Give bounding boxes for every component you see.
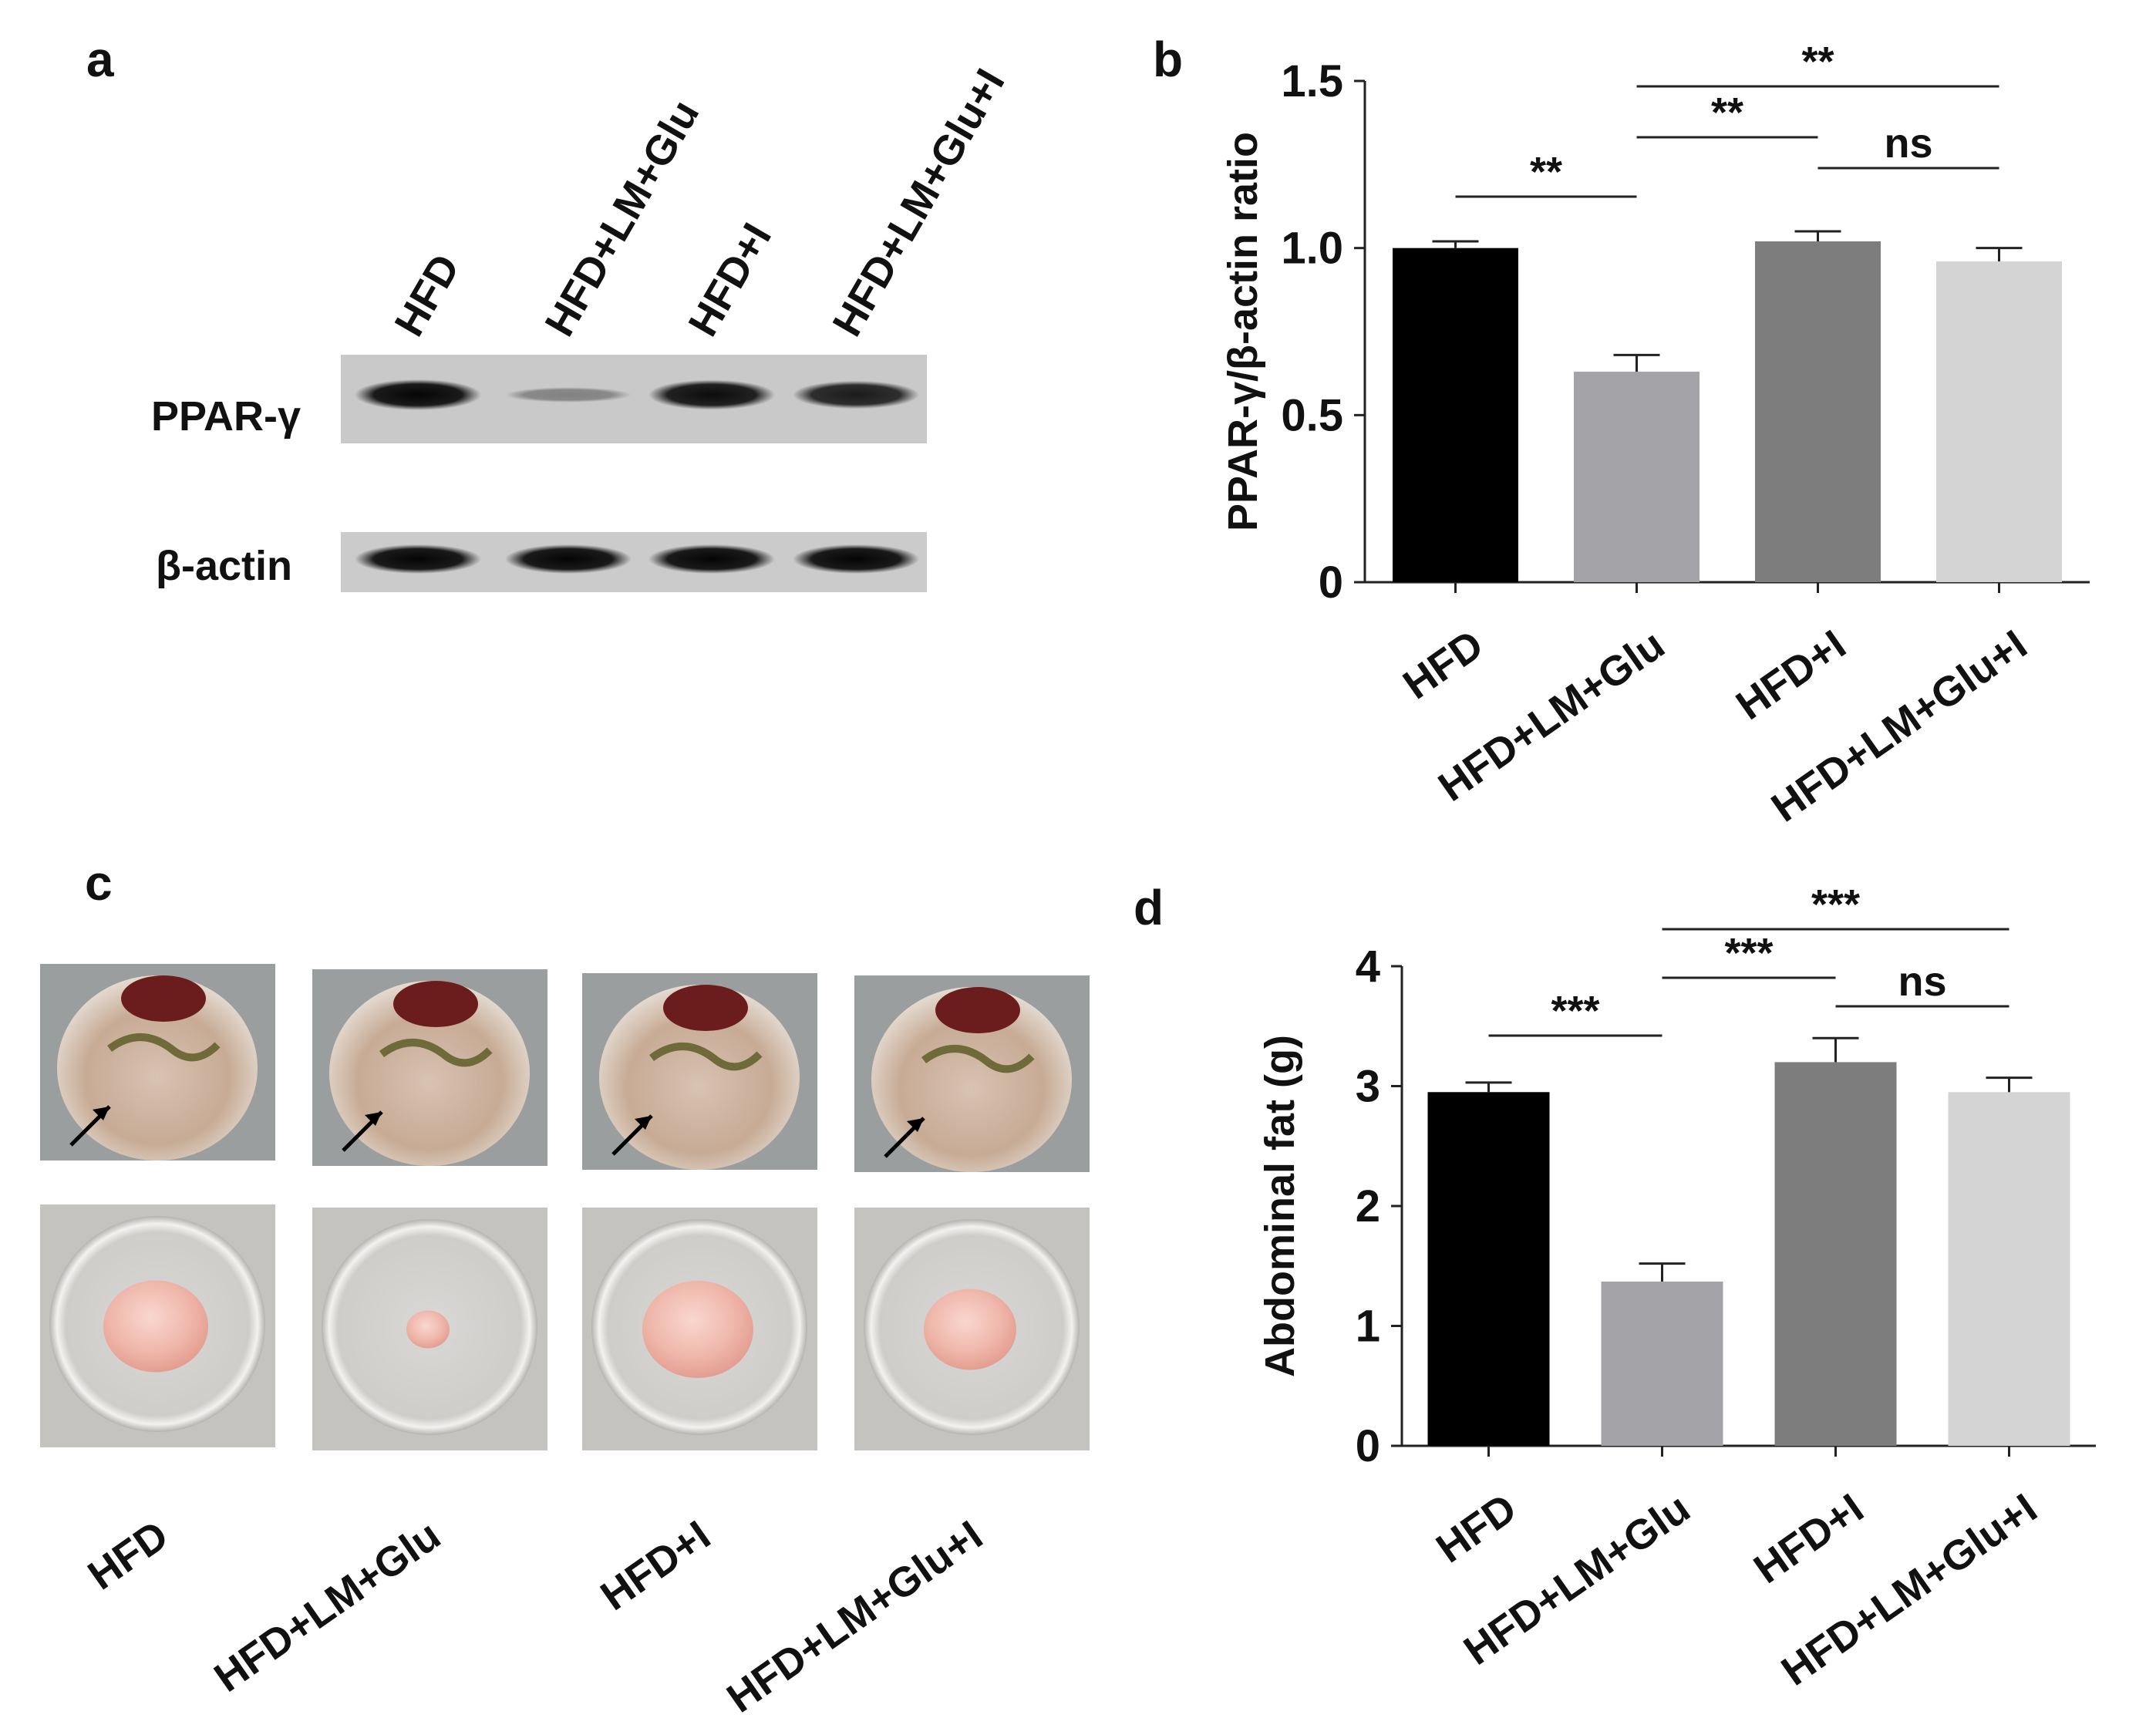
significance-label: ns <box>1884 120 1932 167</box>
group-label: HFD+LM+Glu <box>206 1512 449 1701</box>
lane-label: HFD+LM+Glu+I <box>824 62 1013 344</box>
intestine <box>921 1045 1035 1073</box>
group-label: HFD+LM+Glu+I <box>719 1512 991 1722</box>
mouse-body <box>57 975 258 1161</box>
blot-band <box>793 544 919 574</box>
bar <box>1774 1062 1897 1446</box>
bar <box>1948 1092 2070 1446</box>
significance-label: ** <box>1711 89 1743 136</box>
panel-letter-b: b <box>1153 32 1184 87</box>
x-tick-label: HFD+I <box>1746 1485 1871 1593</box>
y-tick-label: 1.5 <box>1281 56 1343 106</box>
x-tick-label: HFD <box>1395 622 1491 709</box>
panel-letter-d: d <box>1134 880 1164 935</box>
lane-label: HFD+LM+Glu <box>536 93 708 344</box>
lane-label: HFD+I <box>679 216 780 344</box>
arrow-head <box>907 1118 924 1132</box>
y-tick-label: 0.5 <box>1281 390 1343 440</box>
mouse-body <box>599 985 800 1170</box>
row-label-ppar: PPAR-γ <box>151 393 301 440</box>
arrow-head <box>365 1112 382 1126</box>
liver <box>935 987 1020 1033</box>
y-axis-label: PPAR-γ/β-actin ratio <box>1220 132 1266 531</box>
fat-tissue <box>924 1289 1016 1370</box>
significance-label: ** <box>1530 149 1562 195</box>
blot-band <box>648 379 775 410</box>
bar <box>1393 248 1518 582</box>
row-label-actin: β-actin <box>156 543 292 589</box>
group-label: HFD+I <box>592 1512 718 1620</box>
arrow-head <box>93 1107 109 1120</box>
group-label: HFD <box>80 1512 177 1599</box>
bar <box>1574 372 1700 582</box>
y-tick-label: 4 <box>1356 942 1380 992</box>
y-tick-label: 1.0 <box>1281 224 1343 274</box>
intestine <box>379 1039 493 1067</box>
blot-band <box>355 379 481 410</box>
fat-tissue <box>642 1281 753 1378</box>
y-tick-label: 2 <box>1356 1181 1380 1231</box>
mouse-body <box>329 981 530 1166</box>
mouse-body <box>871 987 1072 1172</box>
liver <box>121 975 206 1022</box>
x-tick-label: HFD <box>1428 1485 1524 1572</box>
liver <box>663 985 748 1031</box>
y-tick-label: 1 <box>1356 1302 1380 1352</box>
photo-panel: HFD HFD+LM+Glu HFD+I HFD+LM+Glu+I <box>40 964 1090 1722</box>
intestine <box>649 1043 763 1071</box>
bar <box>1601 1281 1723 1446</box>
significance-label: *** <box>1811 881 1860 928</box>
y-tick-label: 0 <box>1356 1421 1380 1471</box>
x-tick-label: HFD+I <box>1728 622 1854 729</box>
panel-letter-a: a <box>86 32 114 87</box>
bar <box>1427 1092 1550 1446</box>
blot-band <box>505 544 632 574</box>
fat-tissue <box>406 1310 450 1349</box>
y-tick-label: 3 <box>1356 1062 1380 1112</box>
significance-label: ns <box>1898 958 1946 1005</box>
blot-band <box>355 544 481 574</box>
panel-letter-c: c <box>85 855 113 911</box>
blot-band <box>793 380 919 409</box>
intestine <box>107 1033 221 1062</box>
y-axis-label: Abdominal fat (g) <box>1257 1035 1303 1377</box>
arrow-head <box>635 1116 652 1130</box>
lane-label: HFD <box>386 247 468 344</box>
blot-band <box>648 544 775 574</box>
bar <box>1755 241 1881 582</box>
bar <box>1936 261 2062 582</box>
y-tick-label: 0 <box>1319 558 1343 608</box>
significance-label: ** <box>1801 39 1834 85</box>
significance-label: *** <box>1724 930 1773 976</box>
fat-tissue <box>103 1280 208 1373</box>
significance-label: *** <box>1551 988 1599 1034</box>
liver <box>393 981 478 1027</box>
blot-band <box>505 387 632 403</box>
